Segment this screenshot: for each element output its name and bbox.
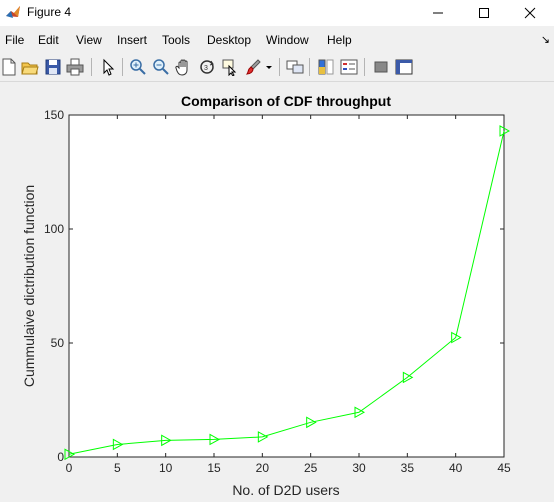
toolbar-separator xyxy=(91,58,92,76)
x-axis-label: No. of D2D users xyxy=(232,482,339,498)
menu-window[interactable]: Window xyxy=(266,33,309,47)
zoom-out-icon[interactable] xyxy=(152,58,170,76)
brush-dropdown-icon[interactable] xyxy=(264,58,274,76)
y-tick-label: 100 xyxy=(44,222,64,236)
data-point-marker xyxy=(257,431,269,443)
svg-text:3: 3 xyxy=(204,65,208,72)
x-tick-label: 20 xyxy=(256,461,270,475)
close-icon xyxy=(524,7,536,19)
pan-hand-icon[interactable] xyxy=(175,58,193,76)
figure-canvas: Comparison of CDF throughput No. of D2D … xyxy=(0,82,554,502)
toolbar-separator xyxy=(122,58,123,76)
data-point-marker xyxy=(499,125,511,137)
x-tick-label: 40 xyxy=(449,461,463,475)
data-point-marker xyxy=(209,433,221,446)
hide-plot-tools-icon[interactable] xyxy=(372,58,390,76)
x-tick-label: 15 xyxy=(207,461,221,475)
data-cursor-icon[interactable] xyxy=(221,58,239,76)
data-point-marker xyxy=(112,438,124,451)
minimize-button[interactable] xyxy=(415,0,461,26)
y-tick-label: 50 xyxy=(51,336,65,350)
print-icon[interactable] xyxy=(66,58,84,76)
menu-help[interactable]: Help xyxy=(327,33,352,47)
window-title: Figure 4 xyxy=(27,5,72,19)
data-point-marker xyxy=(306,416,317,429)
insert-colorbar-icon[interactable] xyxy=(317,58,335,76)
toolbar-separator xyxy=(364,58,365,76)
select-arrow-icon[interactable] xyxy=(99,58,117,76)
y-tick-label: 150 xyxy=(44,108,64,122)
menu-edit[interactable]: Edit xyxy=(38,33,59,47)
figure-toolbar: 3 xyxy=(0,53,554,82)
toolbar-separator xyxy=(309,58,310,76)
toolbar-separator xyxy=(279,58,280,76)
x-tick-label: 10 xyxy=(159,461,173,475)
menu-tools[interactable]: Tools xyxy=(162,33,191,47)
menu-insert[interactable]: Insert xyxy=(117,33,148,47)
zoom-in-icon[interactable] xyxy=(129,58,147,76)
plot-area xyxy=(68,114,505,458)
data-point-marker xyxy=(451,331,462,344)
open-file-icon[interactable] xyxy=(21,58,39,76)
brush-icon[interactable] xyxy=(244,58,262,76)
show-plot-tools-icon[interactable] xyxy=(395,58,413,76)
y-axis-label: Cummulaive dictribution function xyxy=(21,185,37,387)
data-point-marker xyxy=(354,406,366,419)
x-tick-label: 5 xyxy=(114,461,121,475)
y-tick-label: 0 xyxy=(57,450,64,464)
matlab-figure-icon xyxy=(6,6,20,18)
menu-bar: File Edit View Insert Tools Desktop Wind… xyxy=(0,30,554,51)
data-point-marker xyxy=(64,448,76,461)
close-button[interactable] xyxy=(507,0,553,26)
data-point-marker xyxy=(161,434,172,447)
link-plot-icon[interactable] xyxy=(286,58,304,76)
x-tick-label: 35 xyxy=(401,461,415,475)
insert-legend-icon[interactable] xyxy=(340,58,358,76)
x-tick-label: 30 xyxy=(352,461,366,475)
dock-figure-icon[interactable]: ↘ xyxy=(540,34,550,46)
maximize-button[interactable] xyxy=(461,0,507,26)
save-icon[interactable] xyxy=(44,58,62,76)
rotate-3d-icon[interactable]: 3 xyxy=(198,58,216,76)
title-bar: Figure 4 xyxy=(0,0,554,26)
minimize-icon xyxy=(433,12,443,14)
series-line xyxy=(68,130,505,455)
x-tick-label: 0 xyxy=(66,461,73,475)
chart-title: Comparison of CDF throughput xyxy=(181,93,391,109)
line-chart: Comparison of CDF throughput No. of D2D … xyxy=(21,93,511,498)
x-tick-label: 25 xyxy=(304,461,318,475)
menu-desktop[interactable]: Desktop xyxy=(207,33,252,47)
data-point-marker xyxy=(402,371,414,384)
new-figure-icon[interactable] xyxy=(0,58,18,76)
menu-view[interactable]: View xyxy=(76,33,102,47)
x-tick-label: 45 xyxy=(497,461,511,475)
maximize-icon xyxy=(479,8,489,18)
menu-file[interactable]: File xyxy=(5,33,25,47)
